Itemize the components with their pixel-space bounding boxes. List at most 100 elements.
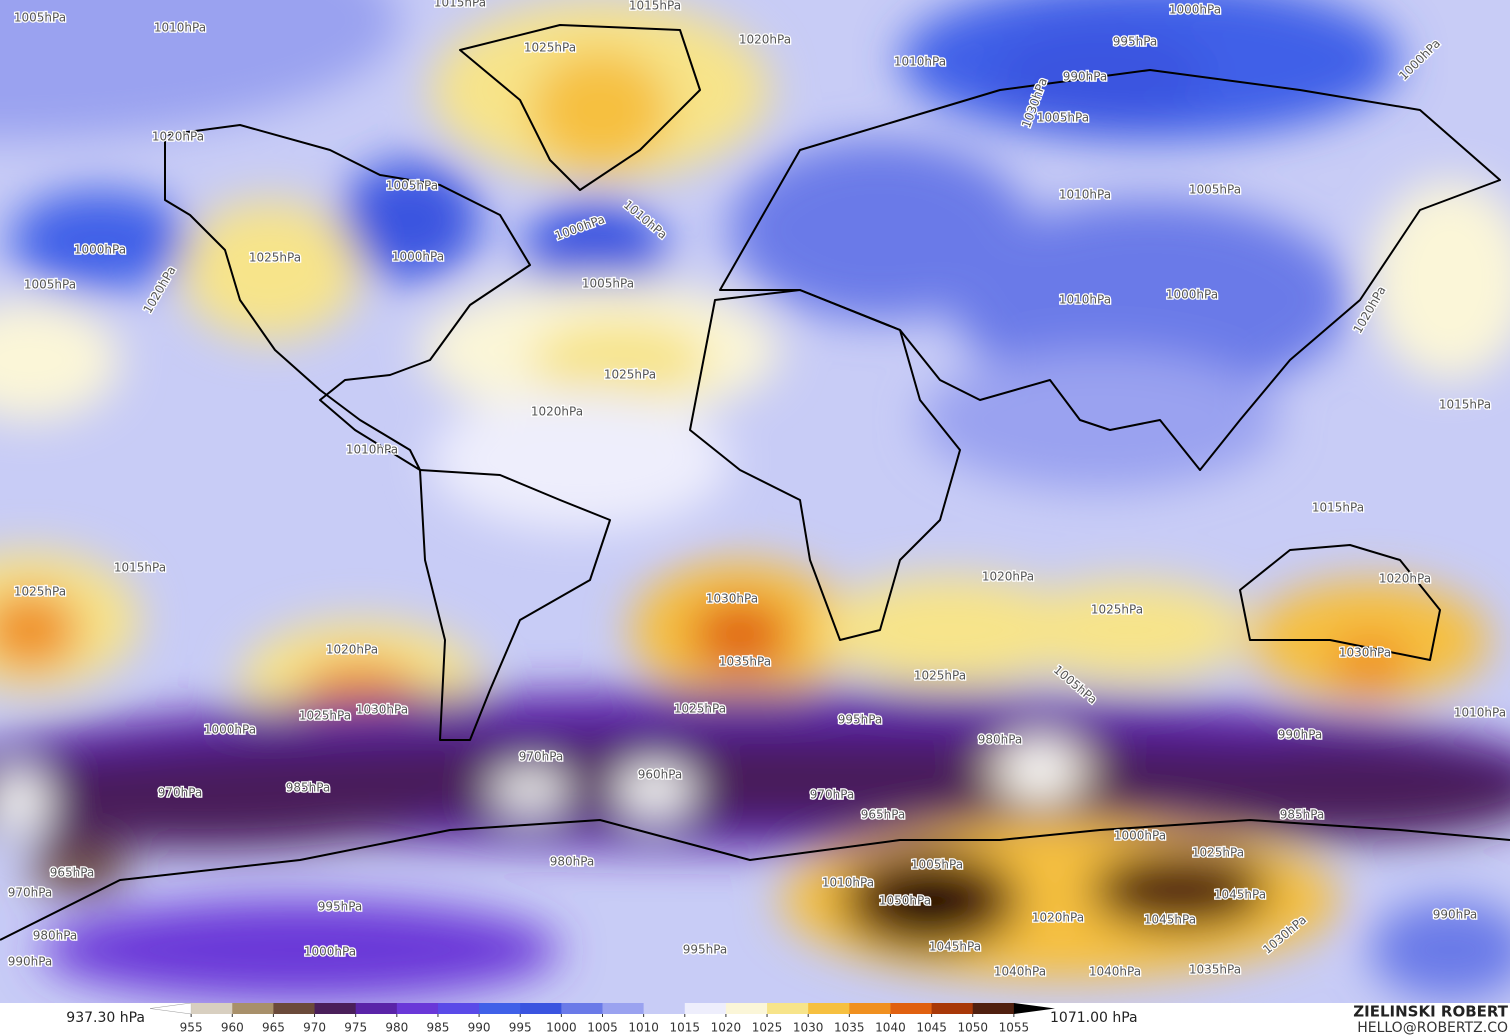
contour-label: 1025hPa bbox=[299, 709, 351, 723]
colorbar-segment bbox=[396, 1003, 439, 1014]
colorbar-tick-label: 1045 bbox=[916, 1021, 947, 1035]
contour-label: 1000hPa bbox=[204, 723, 256, 737]
contour-label: 1025hPa bbox=[249, 251, 301, 265]
contour-label: 1020hPa bbox=[1379, 572, 1431, 586]
contour-label: 1030hPa bbox=[706, 592, 758, 606]
contour-label: 980hPa bbox=[550, 855, 595, 869]
africa bbox=[689, 289, 961, 641]
contour-label: 1005hPa bbox=[14, 11, 66, 25]
contour-label: 1010hPa bbox=[894, 55, 946, 69]
colorbar-min-label: 937.30 hPa bbox=[66, 1010, 145, 1026]
colorbar-segment bbox=[890, 1003, 933, 1014]
colorbar-tick-label: 1025 bbox=[752, 1021, 783, 1035]
pressure-blob bbox=[180, 200, 360, 340]
colorbar-segment bbox=[849, 1003, 891, 1014]
pressure-blob bbox=[820, 575, 1080, 685]
contour-label: 1020hPa bbox=[1032, 911, 1084, 925]
contour-label: 1025hPa bbox=[524, 41, 576, 55]
contour-label: 1040hPa bbox=[1089, 965, 1141, 979]
colorbar-tick-label: 965 bbox=[262, 1021, 285, 1035]
contour-label: 1000hPa bbox=[74, 243, 126, 257]
contour-label: 1005hPa bbox=[1189, 183, 1241, 197]
contour-label: 1020hPa bbox=[152, 130, 204, 144]
colorbar-tick-label: 1055 bbox=[999, 1021, 1030, 1035]
pressure-blob bbox=[1370, 180, 1510, 380]
colorbar-tick-label: 1020 bbox=[711, 1021, 742, 1035]
contour-label: 1005hPa bbox=[386, 179, 438, 193]
contour-label: 1020hPa bbox=[531, 405, 583, 419]
contour-label: 965hPa bbox=[861, 808, 906, 822]
pressure-blob bbox=[0, 750, 460, 850]
contour-label: 1000hPa bbox=[1169, 3, 1221, 17]
pressure-blob bbox=[615, 765, 695, 815]
colorbar-segment bbox=[437, 1003, 480, 1014]
pressure-blob bbox=[525, 200, 665, 300]
colorbar-tick-label: 975 bbox=[344, 1021, 367, 1035]
colorbar-segment bbox=[602, 1003, 645, 1014]
contour-label: 960hPa bbox=[638, 768, 683, 782]
pressure-blob bbox=[0, 770, 50, 830]
contour-label: 995hPa bbox=[838, 713, 883, 727]
contour-label: 1000hPa bbox=[1166, 288, 1218, 302]
colorbar-segment bbox=[561, 1003, 603, 1014]
colorbar-tick-label: 995 bbox=[509, 1021, 532, 1035]
colorbar-tick-label: 1000 bbox=[546, 1021, 577, 1035]
pressure-blob bbox=[920, 350, 1280, 490]
contour-label: 1025hPa bbox=[604, 368, 656, 382]
pressure-blob bbox=[730, 140, 1030, 320]
contour-label: 995hPa bbox=[1113, 35, 1158, 49]
contour-label: 1030hPa bbox=[1339, 646, 1391, 660]
colorbar-segment bbox=[273, 1003, 316, 1014]
contour-label: 995hPa bbox=[318, 900, 363, 914]
contour-label: 980hPa bbox=[978, 733, 1023, 747]
contour-label: 1050hPa bbox=[879, 894, 931, 908]
colorbar-tick-label: 980 bbox=[385, 1021, 408, 1035]
contour-label: 1010hPa bbox=[154, 21, 206, 35]
contour-label: 1020hPa bbox=[739, 33, 791, 47]
contour-label: 1045hPa bbox=[929, 940, 981, 954]
pressure-blob bbox=[890, 880, 970, 930]
contour-label: 990hPa bbox=[1278, 728, 1323, 742]
pressure-blob bbox=[1000, 742, 1080, 798]
pressure-blob bbox=[0, 300, 120, 420]
pressure-blob bbox=[1330, 635, 1410, 695]
contour-label: 1005hPa bbox=[1037, 111, 1089, 125]
colorbar-segment bbox=[149, 1002, 192, 1015]
contour-label: 985hPa bbox=[286, 781, 331, 795]
colorbar-tick-label: 1050 bbox=[957, 1021, 988, 1035]
pressure-blob bbox=[10, 190, 190, 290]
contour-label: 980hPa bbox=[33, 929, 78, 943]
pressure-blob bbox=[0, 590, 80, 670]
pressure-blob bbox=[530, 320, 710, 400]
colorbar-segment bbox=[684, 1003, 727, 1014]
credit-name: ZIELINSKI ROBERT bbox=[1353, 1003, 1508, 1021]
colorbar: 937.30 hPa 1071.00 hPa 955 960 965 970 975 98… bbox=[66, 1002, 1138, 1035]
contour-label: 970hPa bbox=[519, 750, 564, 764]
contour-label: 1010hPa bbox=[822, 876, 874, 890]
eurasia bbox=[719, 69, 1501, 471]
contour-label: 1015hPa bbox=[434, 0, 486, 10]
colorbar-tick-label: 960 bbox=[221, 1021, 244, 1035]
contour-label: 1000hPa bbox=[392, 250, 444, 264]
pressure-blob bbox=[950, 200, 1350, 400]
colorbar-segment bbox=[232, 1003, 274, 1014]
contour-label: 1025hPa bbox=[674, 702, 726, 716]
pressure-blob bbox=[690, 600, 790, 670]
colorbar-segment bbox=[972, 1003, 1015, 1014]
contour-label: 1035hPa bbox=[1189, 963, 1241, 977]
credit-email: HELLO@ROBERTZ.CO bbox=[1357, 1020, 1508, 1035]
contour-label: 1025hPa bbox=[914, 669, 966, 683]
pressure-blob bbox=[40, 900, 560, 1000]
pressure-blob bbox=[1010, 580, 1250, 680]
pressure-blob bbox=[430, 390, 730, 530]
contour-label: 1005hPa bbox=[911, 858, 963, 872]
coastlines bbox=[0, 24, 1510, 941]
contour-label: 1025hPa bbox=[1091, 603, 1143, 617]
pressure-blob bbox=[490, 770, 570, 810]
contour-label: 985hPa bbox=[1280, 808, 1325, 822]
contour-label: 1030hPa bbox=[356, 703, 408, 717]
contour-label: 1040hPa bbox=[994, 965, 1046, 979]
contour-label: 1015hPa bbox=[1312, 501, 1364, 515]
contour-label: 1005hPa bbox=[24, 278, 76, 292]
contour-label: 1020hPa bbox=[982, 570, 1034, 584]
